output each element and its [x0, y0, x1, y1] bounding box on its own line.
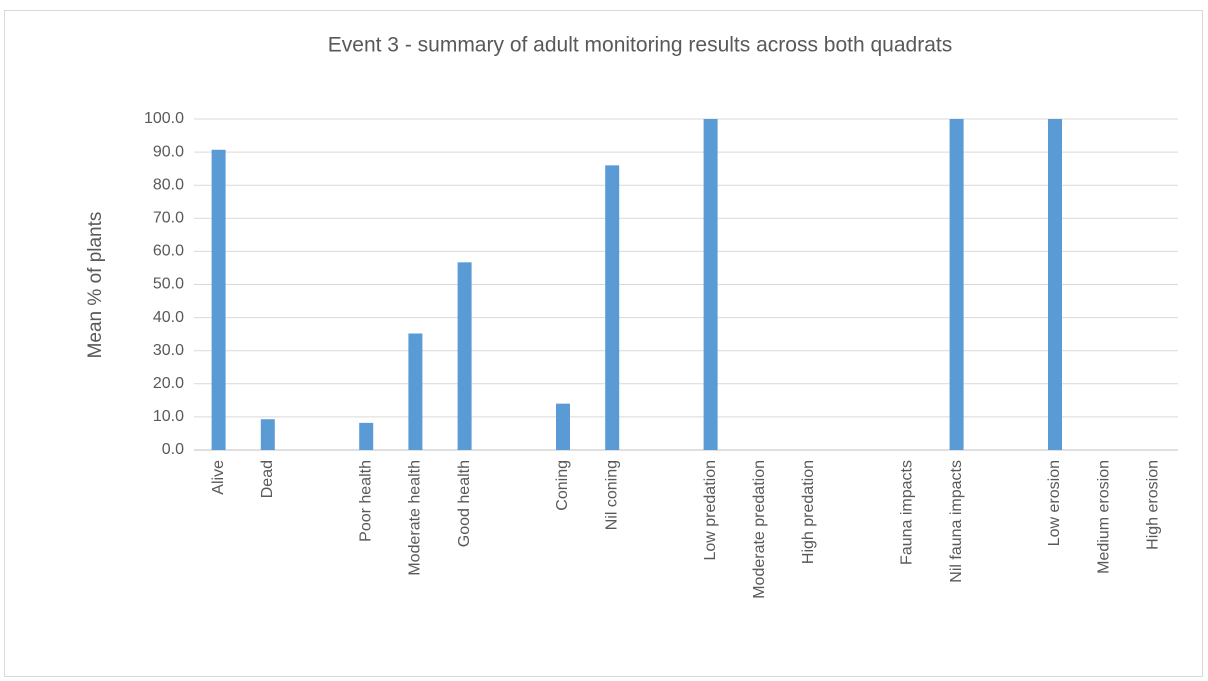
x-tick-label: Low erosion [1046, 460, 1063, 546]
bar [408, 333, 423, 450]
y-tick-label: 90.0 [153, 143, 184, 160]
x-tick-label: Good health [456, 460, 473, 547]
bar [211, 149, 226, 450]
x-tick-label: Moderate predation [751, 460, 768, 599]
x-tick-label: Moderate health [407, 460, 424, 576]
x-tick-label: Coning [554, 460, 571, 511]
bar [949, 119, 964, 450]
y-tick-label: 50.0 [153, 276, 184, 293]
y-tick-label: 100.0 [144, 110, 184, 127]
x-tick-label: Fauna impacts [899, 460, 916, 565]
bar [1048, 119, 1062, 450]
x-tick-label: High erosion [1145, 460, 1162, 550]
x-tick-label: Alive [210, 460, 227, 495]
bar [605, 165, 620, 450]
x-tick-label: Poor health [357, 460, 374, 542]
bar [359, 422, 374, 450]
x-tick-label: Dead [259, 460, 276, 498]
y-tick-label: 80.0 [153, 176, 184, 193]
x-tick-label: Low predation [702, 460, 719, 561]
y-tick-label: 0.0 [162, 441, 184, 458]
y-tick-label: 10.0 [153, 408, 184, 425]
y-axis-label: Mean % of plants [85, 212, 106, 359]
y-tick-label: 60.0 [153, 243, 184, 260]
chart-title: Event 3 - summary of adult monitoring re… [328, 34, 952, 57]
x-tick-label: High predation [800, 460, 817, 564]
x-tick-label: Nil fauna impacts [948, 460, 965, 583]
y-tick-label: 30.0 [153, 342, 184, 359]
x-tick-label: Medium erosion [1095, 460, 1112, 574]
chart-border [4, 10, 1203, 677]
y-tick-label: 20.0 [153, 375, 184, 392]
bar [260, 419, 275, 450]
bar [556, 403, 570, 450]
bar [703, 119, 718, 450]
x-tick-label: Nil coning [603, 460, 620, 530]
bar [457, 262, 472, 450]
y-tick-label: 40.0 [153, 309, 184, 326]
y-tick-label: 70.0 [153, 210, 184, 227]
